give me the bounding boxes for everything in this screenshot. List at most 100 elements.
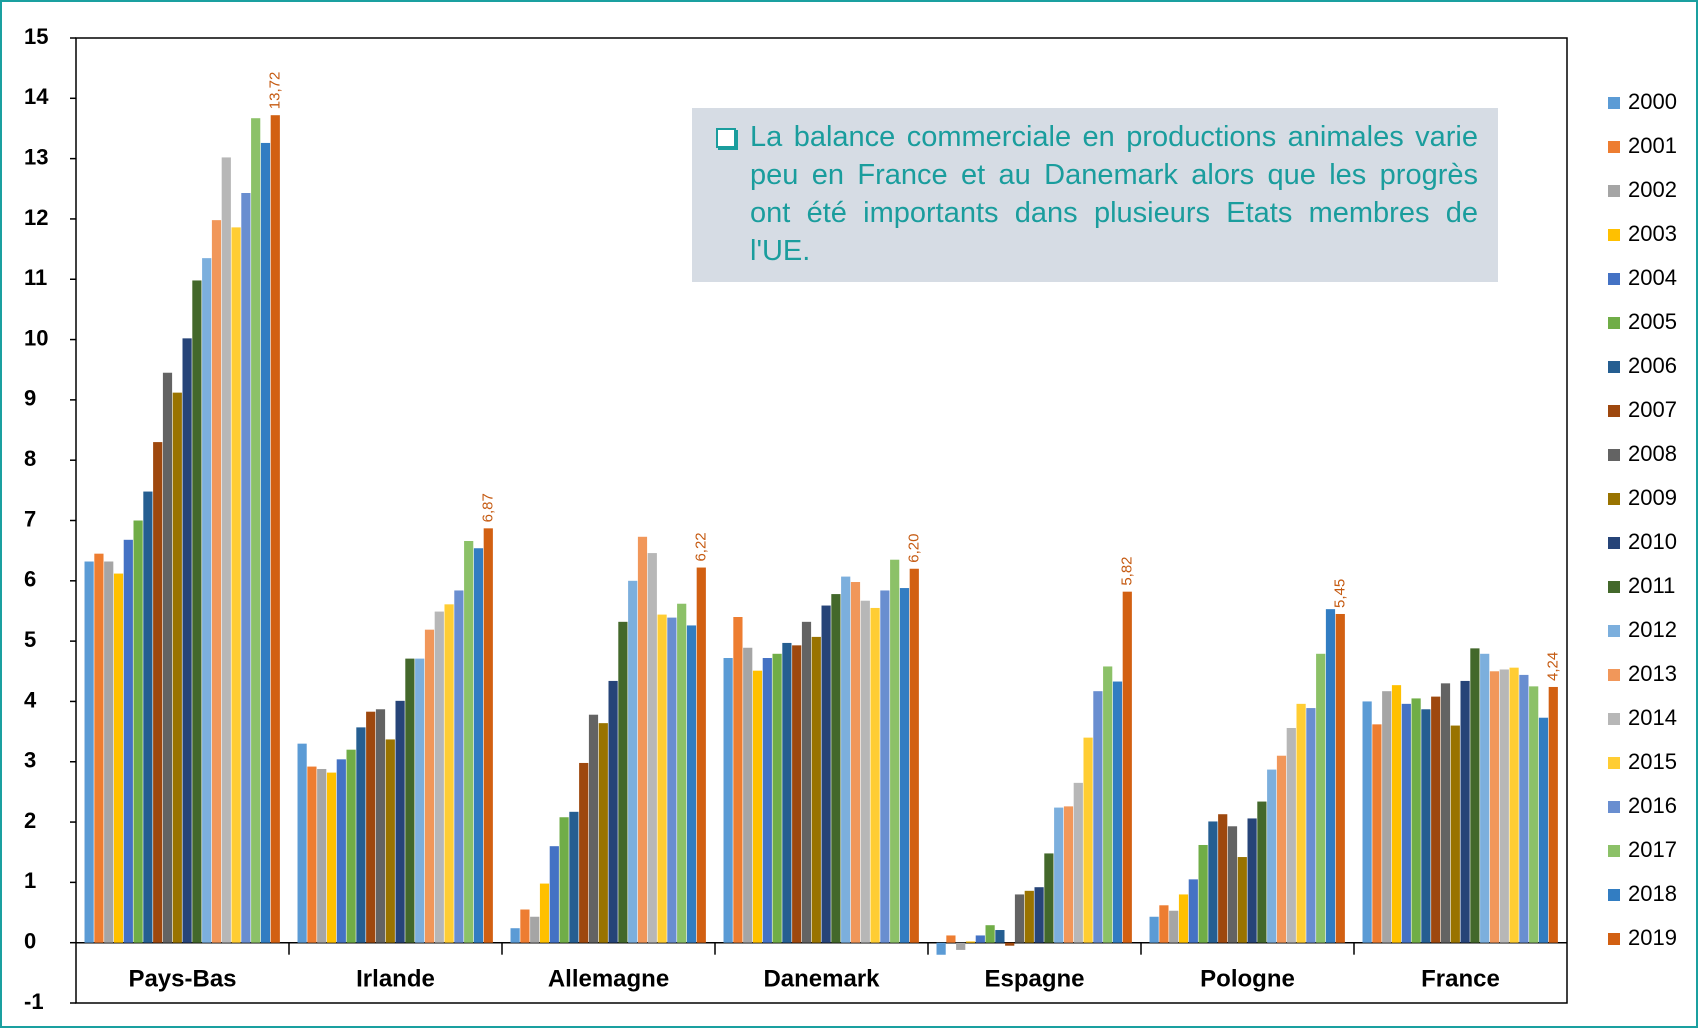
value-label: 4,24 — [1545, 652, 1562, 681]
bar — [1083, 737, 1093, 943]
legend-label: 2013 — [1628, 661, 1677, 686]
bar — [473, 548, 484, 943]
bar — [123, 539, 133, 943]
bar — [1198, 844, 1208, 943]
bar — [579, 762, 589, 943]
bar — [909, 568, 919, 943]
bar — [1529, 686, 1539, 943]
x-tick-label: Allemagne — [548, 965, 669, 992]
legend-label: 2003 — [1628, 221, 1677, 246]
bar — [483, 528, 493, 943]
bar — [94, 553, 104, 943]
value-label: 6,20 — [906, 534, 923, 563]
bar — [1063, 806, 1074, 943]
bar — [113, 573, 124, 943]
bar — [811, 636, 821, 943]
bar — [1335, 613, 1345, 943]
bar — [657, 614, 667, 943]
bar — [1159, 905, 1169, 943]
legend-label: 2006 — [1628, 353, 1677, 378]
bar — [182, 338, 192, 943]
bar — [975, 935, 985, 943]
bar — [260, 142, 271, 943]
bar — [1257, 801, 1267, 943]
bar — [1178, 894, 1189, 943]
bar — [1325, 609, 1336, 943]
bar — [733, 617, 743, 943]
bar — [539, 883, 550, 943]
legend-label: 2004 — [1628, 265, 1677, 290]
legend-swatch — [1608, 713, 1620, 725]
bar — [1122, 591, 1132, 943]
bar — [297, 743, 307, 943]
bar — [782, 642, 792, 943]
y-tick-label: 13 — [24, 144, 48, 169]
bar — [936, 942, 946, 955]
bar — [385, 739, 395, 943]
bar — [211, 220, 222, 943]
legend-label: 2007 — [1628, 397, 1677, 422]
bar — [946, 935, 956, 943]
bar — [375, 709, 386, 943]
bar — [1093, 691, 1103, 943]
bar — [434, 611, 444, 943]
bar — [1112, 681, 1123, 943]
bar — [792, 645, 802, 943]
bar — [1509, 667, 1519, 943]
x-tick-label: Irlande — [356, 965, 435, 992]
bullet-icon — [716, 128, 736, 148]
bar — [1480, 653, 1490, 943]
bar — [1372, 724, 1382, 943]
bar — [1044, 853, 1054, 943]
bar — [588, 714, 599, 943]
bar — [890, 559, 900, 943]
annotation-text: La balance commerciale en productions an… — [750, 121, 1478, 267]
legend-swatch — [1608, 229, 1620, 241]
bar — [569, 811, 579, 943]
bar — [1460, 680, 1470, 943]
bar — [1306, 708, 1316, 943]
y-tick-label: 8 — [24, 446, 36, 471]
bar — [464, 541, 474, 943]
bar — [241, 193, 251, 943]
bar — [723, 658, 733, 943]
value-label: 13,72 — [267, 72, 284, 110]
bar — [231, 227, 241, 943]
legend-swatch — [1608, 757, 1620, 769]
x-tick-label: Danemark — [763, 965, 880, 992]
bar — [104, 561, 114, 943]
bar — [1149, 916, 1159, 943]
bar — [1247, 818, 1257, 943]
bar — [1411, 698, 1421, 943]
x-tick-label: Espagne — [984, 965, 1084, 992]
y-tick-label: 5 — [24, 627, 36, 652]
bar — [1024, 890, 1034, 943]
bar — [336, 759, 346, 943]
bar — [415, 658, 425, 943]
bar — [860, 600, 870, 943]
bar — [956, 942, 966, 950]
bar — [444, 604, 454, 943]
legend-swatch — [1608, 317, 1620, 329]
bar — [221, 157, 231, 943]
bar — [1440, 683, 1451, 943]
value-label: 5,82 — [1119, 556, 1136, 585]
bar — [637, 536, 648, 943]
legend-label: 2018 — [1628, 881, 1677, 906]
legend-label: 2002 — [1628, 177, 1677, 202]
bar — [346, 749, 356, 943]
legend-swatch — [1608, 537, 1620, 549]
bar — [1208, 821, 1218, 943]
bar — [454, 590, 464, 943]
bar — [559, 817, 569, 943]
y-tick-label: 10 — [24, 325, 48, 350]
bar — [1421, 709, 1431, 943]
bar — [1267, 769, 1277, 943]
value-label: 5,45 — [1332, 579, 1349, 608]
bar — [530, 916, 540, 943]
bar — [1431, 696, 1441, 943]
x-tick-label: Pays-Bas — [128, 965, 236, 992]
bar — [143, 491, 153, 943]
y-tick-label: 15 — [24, 24, 48, 49]
